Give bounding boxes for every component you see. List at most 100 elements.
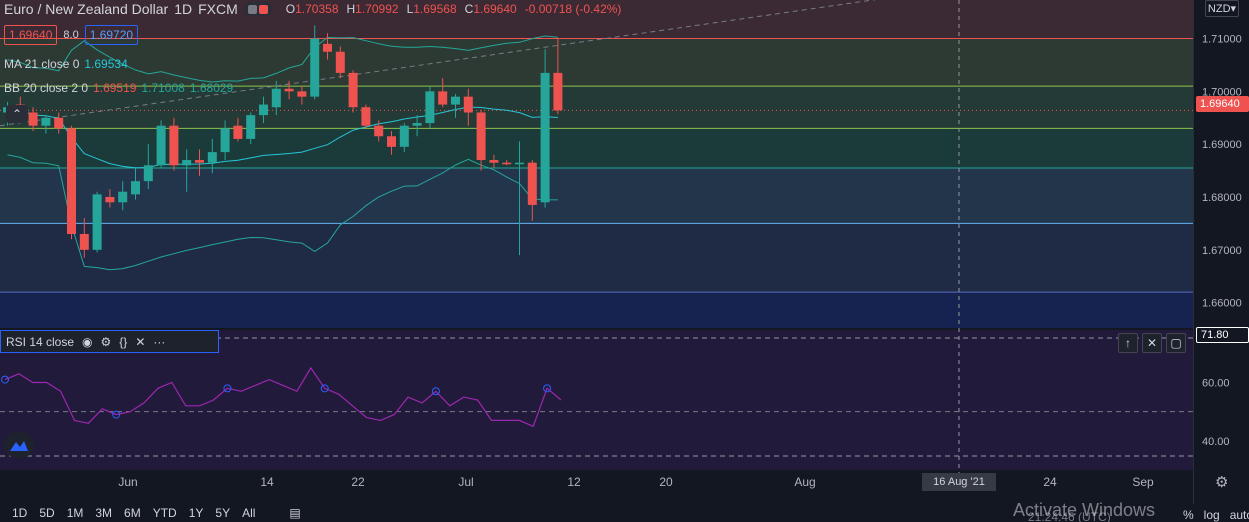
candle-body — [399, 125, 409, 147]
zone-band — [0, 0, 1193, 39]
symbol-title[interactable]: Euro / New Zealand Dollar — [4, 1, 169, 17]
candle-body — [553, 72, 563, 111]
candle-body — [476, 112, 486, 161]
ma-name: MA 21 close 0 — [4, 57, 80, 71]
more-icon[interactable]: ··· — [153, 334, 166, 349]
time-tick-label: Jul — [458, 475, 473, 489]
maximize-pane-button[interactable]: ▢ — [1166, 333, 1186, 353]
candle-body — [374, 125, 384, 137]
candle-body — [451, 96, 460, 105]
bb-legend[interactable]: BB 20 close 2 0 1.69519 1.71008 1.68029 — [4, 81, 233, 95]
zone-band — [0, 292, 1193, 328]
ma-value: 1.69534 — [84, 57, 128, 71]
currency-select[interactable]: NZD ▾ — [1205, 0, 1239, 17]
auto-scale-button[interactable]: auto — [1229, 508, 1249, 522]
range-1y-button[interactable]: 1Y — [188, 506, 204, 520]
rsi-divergence-marker — [1, 375, 9, 384]
spread-value: 8.0 — [63, 29, 79, 41]
close-value: 1.69640 — [473, 2, 517, 16]
time-axis-bg — [0, 470, 1193, 504]
price-tick-label: 1.67000 — [1202, 245, 1242, 257]
range-5d-button[interactable]: 5D — [39, 506, 55, 520]
rsi-line — [4, 366, 562, 428]
eye-icon — [247, 4, 257, 14]
close-icon[interactable]: ✕ — [135, 334, 146, 349]
percent-scale-button[interactable]: % — [1183, 508, 1194, 522]
price-tick-label: 1.70000 — [1202, 86, 1242, 98]
candle-body — [182, 160, 192, 166]
braces-icon[interactable]: {} — [119, 334, 128, 349]
rsi-tick-label: 40.00 — [1202, 436, 1230, 448]
clock-label[interactable]: 21:24:46 (UTC) — [1028, 510, 1111, 522]
candle-body — [54, 117, 64, 129]
high-label: H — [346, 2, 356, 16]
candle-body — [297, 91, 307, 97]
candle-body — [335, 51, 345, 73]
close-pane-button[interactable]: ✕ — [1142, 333, 1162, 353]
pane-controls: ↑ ✕ ▢ — [1118, 333, 1186, 353]
range-1d-button[interactable]: 1D — [12, 506, 28, 520]
scale-options: % log auto — [1183, 508, 1249, 522]
time-tick-label: Aug — [794, 475, 815, 489]
candle-body — [348, 72, 358, 108]
candle-body — [361, 107, 371, 126]
eye-icon[interactable]: ◉ — [82, 334, 93, 349]
sell-button[interactable]: 1.69640 — [4, 25, 58, 45]
candle-body — [540, 72, 550, 203]
range-6m-button[interactable]: 6M — [124, 506, 141, 520]
tradingview-logo[interactable] — [4, 432, 34, 458]
candle-body — [284, 88, 294, 92]
bb-upper-value: 1.71008 — [141, 81, 185, 95]
maximize-icon: ▢ — [1170, 336, 1182, 350]
rsi-legend[interactable]: RSI 14 close ◉ ⚙ {} ✕ ··· — [0, 330, 219, 353]
candle-body — [515, 162, 524, 165]
chevron-up-icon: ⌃ — [11, 107, 23, 121]
range-ytd-button[interactable]: YTD — [152, 506, 177, 520]
time-tick-label: 14 — [260, 475, 274, 489]
candle-body — [310, 38, 320, 97]
gear-icon[interactable]: ⚙ — [100, 334, 112, 349]
move-pane-up-button[interactable]: ↑ — [1118, 333, 1138, 353]
price-tick-label: 1.66000 — [1202, 298, 1242, 310]
rsi-pane-bg — [0, 330, 1193, 470]
candle-body — [169, 125, 179, 166]
range-1m-button[interactable]: 1M — [66, 506, 84, 520]
ma-legend[interactable]: MA 21 close 0 1.69534 — [4, 57, 128, 71]
low-label: L — [406, 2, 414, 16]
bb-name: BB 20 close 2 0 — [4, 81, 89, 95]
change-value: -0.00718 (-0.42%) — [524, 2, 622, 16]
candle-body — [131, 181, 140, 195]
time-tick-label: Jun — [118, 475, 137, 489]
range-5y-button[interactable]: 5Y — [215, 506, 231, 520]
rsi-divergence-marker — [431, 387, 440, 396]
candle-body — [92, 194, 102, 250]
candle-body — [271, 88, 281, 108]
zone-band — [0, 86, 1193, 129]
rsi-value-tag: 71.80 — [1196, 327, 1249, 343]
visibility-toggle[interactable] — [243, 2, 272, 16]
interval-label[interactable]: 1D — [174, 1, 193, 17]
arrow-up-icon: ↑ — [1125, 336, 1131, 350]
time-tick-label: 22 — [351, 475, 365, 489]
candle-body — [463, 96, 473, 113]
candle-body — [387, 136, 396, 147]
candle-body — [41, 117, 51, 126]
ohlc-values: O1.70358 H1.70992 L1.69568 C1.69640 -0.0… — [286, 2, 622, 16]
date-range-calendar-icon[interactable]: ▤ — [289, 506, 301, 520]
buy-button[interactable]: 1.69720 — [84, 25, 139, 45]
exchange-label: FXCM — [198, 1, 238, 17]
candle-body — [207, 152, 217, 163]
quote-panel: 1.69640 8.0 1.69720 — [4, 25, 139, 45]
rsi-divergence-marker — [112, 410, 121, 419]
range-3m-button[interactable]: 3M — [95, 506, 113, 520]
candle-body — [527, 162, 537, 205]
candle-body — [246, 115, 256, 139]
price-tick-label: 1.71000 — [1202, 34, 1242, 46]
log-scale-button[interactable]: log — [1203, 508, 1220, 522]
status-dot-icon — [258, 4, 268, 14]
chart-settings-gear-icon[interactable]: ⚙ — [1215, 474, 1229, 491]
collapse-legend-button[interactable]: ⌃ — [6, 105, 28, 123]
range-all-button[interactable]: All — [242, 506, 256, 520]
currency-label: NZD — [1207, 2, 1231, 15]
